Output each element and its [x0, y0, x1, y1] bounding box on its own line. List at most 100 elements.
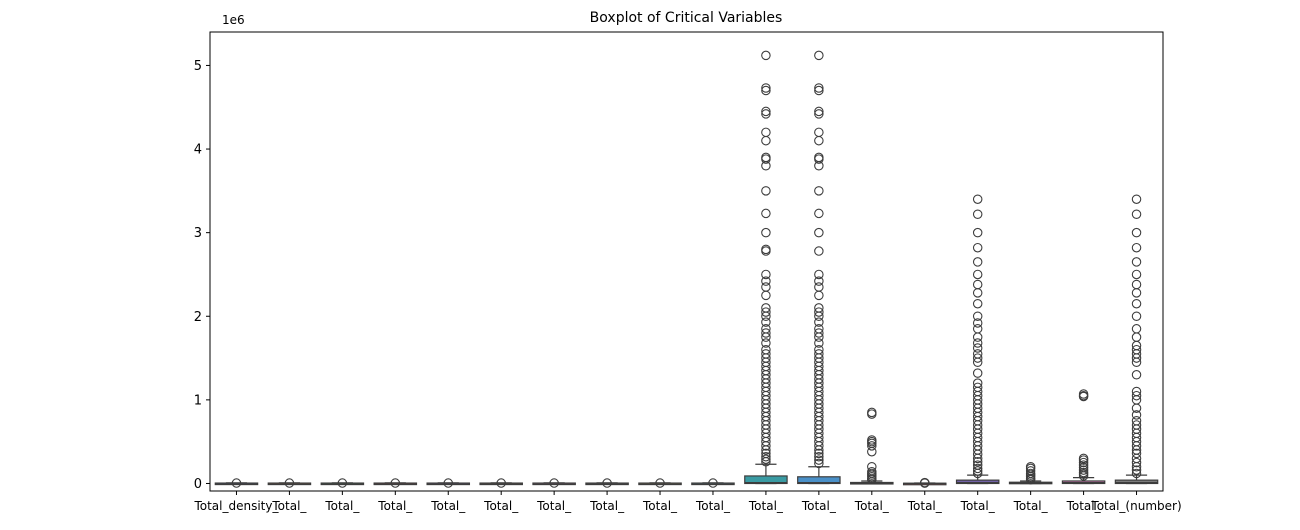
x-tick-label: Total_	[483, 499, 519, 513]
outlier-point	[972, 368, 983, 378]
outlier-point	[1131, 465, 1142, 475]
outlier-point	[1131, 448, 1142, 459]
box-group	[850, 407, 894, 485]
outlier-point	[655, 478, 665, 488]
outlier-point	[867, 446, 877, 457]
outlier-point	[1131, 269, 1142, 280]
y-tick-label: 4	[194, 143, 202, 158]
outlier-point	[284, 478, 295, 488]
outlier-point	[761, 276, 771, 286]
outlier-point	[1131, 298, 1142, 309]
y-tick-label: 2	[194, 310, 202, 325]
outlier-point	[1131, 311, 1142, 322]
outlier-point	[814, 317, 824, 327]
outlier-point	[761, 282, 771, 292]
outlier-point	[443, 478, 453, 488]
outlier-point	[814, 208, 824, 219]
outlier-point	[1078, 460, 1089, 470]
outlier-point	[761, 328, 771, 338]
outlier-point	[972, 353, 983, 363]
box-iqr	[744, 475, 788, 485]
box-group	[532, 478, 576, 488]
outlier-point	[972, 227, 983, 238]
outlier-point	[814, 109, 824, 119]
outlier-point	[1131, 441, 1142, 451]
outlier-point	[972, 463, 983, 474]
outlier-point	[972, 324, 983, 334]
outlier-point	[1131, 353, 1142, 363]
x-tick-label: Total_	[271, 499, 307, 513]
box-group	[902, 477, 947, 488]
outlier-point	[814, 135, 824, 146]
outlier-point	[761, 269, 771, 280]
outlier-point	[972, 288, 983, 298]
outlier-point	[496, 478, 506, 488]
outlier-point	[814, 186, 824, 196]
box-group	[797, 50, 841, 485]
outlier-point	[814, 154, 824, 164]
y-axis-offset-label: 1e6	[222, 13, 245, 27]
outlier-point	[1131, 279, 1142, 290]
y-tick-label: 0	[194, 477, 202, 492]
outlier-point	[708, 478, 718, 488]
outlier-point	[814, 276, 824, 286]
x-tick-label: Total_density_	[193, 499, 279, 513]
box-group	[479, 478, 523, 488]
outlier-point	[1131, 242, 1142, 253]
outlier-point	[761, 451, 771, 462]
outlier-point	[1131, 370, 1142, 380]
outlier-point	[814, 269, 824, 280]
outlier-point	[761, 208, 771, 219]
outlier-point	[1131, 390, 1142, 401]
outlier-point	[972, 242, 983, 253]
box-group	[638, 478, 682, 488]
outlier-point	[814, 455, 824, 465]
outlier-point	[972, 338, 983, 348]
outlier-point	[814, 227, 824, 238]
outlier-point	[972, 269, 983, 280]
box-group	[426, 478, 471, 488]
outlier-point	[814, 332, 824, 342]
outlier-point	[972, 456, 983, 467]
outlier-point	[972, 257, 983, 267]
x-tick-label: Total_	[1066, 499, 1102, 513]
outlier-point	[972, 449, 983, 459]
outlier-point	[761, 227, 771, 238]
outlier-point	[1131, 462, 1142, 472]
outlier-point	[972, 453, 983, 464]
outlier-point	[1025, 474, 1036, 485]
x-tick-label: Total_	[430, 499, 466, 513]
outlier-point	[972, 194, 983, 204]
outlier-point	[761, 85, 771, 96]
outlier-point	[1131, 257, 1142, 267]
outlier-point	[972, 311, 983, 322]
outlier-point	[1131, 332, 1142, 342]
x-tick-label: Total_	[536, 499, 572, 513]
outlier-point	[761, 83, 771, 93]
outlier-point	[390, 478, 401, 488]
outlier-point	[972, 318, 983, 328]
outlier-point	[602, 478, 612, 488]
outlier-point	[761, 317, 771, 327]
x-tick-label: Total_	[907, 499, 943, 513]
x-tick-label: Total_	[589, 499, 625, 513]
outlier-point	[761, 290, 771, 301]
x-tick-label: Total_	[801, 499, 837, 513]
box-series	[214, 50, 1159, 488]
outlier-point	[549, 478, 559, 488]
outlier-point	[1078, 455, 1089, 465]
outlier-point	[972, 279, 983, 290]
outlier-point	[1078, 391, 1089, 402]
plot-frame	[209, 31, 1164, 492]
outlier-point	[919, 478, 930, 488]
outlier-point	[814, 458, 824, 469]
outlier-point	[814, 451, 824, 462]
outlier-point	[814, 441, 824, 451]
box-group	[1008, 462, 1053, 485]
outlier-point	[972, 332, 983, 342]
outlier-point	[761, 445, 771, 455]
box-group	[691, 478, 735, 488]
outlier-point	[814, 448, 824, 459]
